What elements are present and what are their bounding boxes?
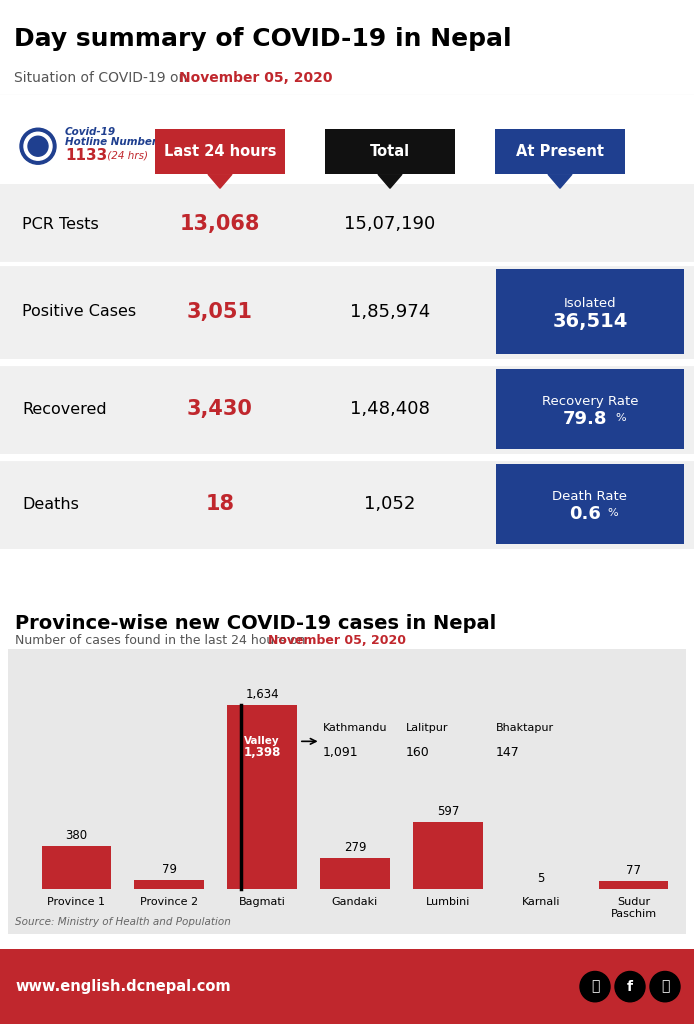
Text: Death Rate: Death Rate [552,489,627,503]
Text: Source: Ministry of Health and Population: Source: Ministry of Health and Populatio… [15,918,231,928]
Text: Province 1: Province 1 [47,897,105,907]
Text: Isolated: Isolated [564,297,616,310]
FancyBboxPatch shape [496,269,684,354]
FancyBboxPatch shape [0,365,694,455]
Text: Province 2: Province 2 [140,897,198,907]
Text: Sudur
Paschim: Sudur Paschim [611,897,657,919]
Text: 279: 279 [344,841,366,854]
Text: Lalitpur: Lalitpur [406,723,448,733]
Text: 18: 18 [205,495,235,514]
FancyBboxPatch shape [0,184,694,264]
Text: Recovery Rate: Recovery Rate [542,394,638,408]
FancyBboxPatch shape [228,705,297,889]
Polygon shape [378,174,402,188]
Circle shape [650,972,680,1001]
Text: Day summary of COVID-19 in Nepal: Day summary of COVID-19 in Nepal [14,27,511,50]
Text: 77: 77 [626,863,641,877]
Text: %: % [607,508,618,518]
Text: 79.8: 79.8 [563,411,607,428]
Text: Hotline Number: Hotline Number [65,137,157,147]
Text: 1,091: 1,091 [323,746,359,760]
FancyBboxPatch shape [599,881,668,889]
Text: 36,514: 36,514 [552,312,627,331]
Text: 147: 147 [496,746,519,760]
FancyBboxPatch shape [325,129,455,174]
Text: 1133: 1133 [65,147,108,163]
Text: %: % [615,414,625,423]
Polygon shape [208,174,232,188]
Polygon shape [548,174,572,188]
Text: At Present: At Present [516,144,604,159]
Text: PCR Tests: PCR Tests [22,217,99,231]
Text: 1,398: 1,398 [244,746,281,760]
Text: November 05, 2020: November 05, 2020 [179,72,332,85]
Text: f: f [627,980,633,993]
Circle shape [28,136,48,157]
Text: Positive Cases: Positive Cases [22,304,136,319]
Text: Recovered: Recovered [22,401,107,417]
Text: 1,634: 1,634 [246,688,279,700]
Text: 1,85,974: 1,85,974 [350,303,430,321]
Text: 5: 5 [537,871,544,885]
FancyBboxPatch shape [495,129,625,174]
FancyBboxPatch shape [496,464,684,544]
Text: Kathmandu: Kathmandu [323,723,387,733]
Text: Bhaktapur: Bhaktapur [496,723,554,733]
Text: 🌐: 🌐 [591,980,599,993]
Text: 3,430: 3,430 [187,399,253,419]
Text: Gandaki: Gandaki [332,897,378,907]
Text: Covid-19: Covid-19 [65,127,116,137]
FancyBboxPatch shape [413,822,483,889]
Text: 380: 380 [65,829,87,843]
FancyBboxPatch shape [0,459,694,549]
FancyBboxPatch shape [496,370,684,450]
Text: Number of cases found in the last 24 hours on: Number of cases found in the last 24 hou… [15,634,310,647]
Text: 3,051: 3,051 [187,302,253,322]
Text: Last 24 hours: Last 24 hours [164,144,276,159]
Circle shape [615,972,645,1001]
FancyBboxPatch shape [0,949,694,1024]
Text: Province-wise new COVID-19 cases in Nepal: Province-wise new COVID-19 cases in Nepa… [15,614,496,633]
Text: Lumbini: Lumbini [425,897,470,907]
FancyBboxPatch shape [42,846,111,889]
Text: 1,052: 1,052 [364,496,416,513]
Circle shape [20,128,56,164]
Text: 79: 79 [162,863,177,877]
FancyBboxPatch shape [135,881,204,889]
Text: Deaths: Deaths [22,497,79,512]
Text: 0.6: 0.6 [569,505,601,523]
Circle shape [24,132,52,160]
Text: November 05, 2020: November 05, 2020 [268,634,406,647]
Text: 13,068: 13,068 [180,214,260,234]
Text: Karnali: Karnali [521,897,560,907]
FancyBboxPatch shape [0,264,694,359]
Text: 160: 160 [406,746,430,760]
Circle shape [580,972,610,1001]
FancyBboxPatch shape [155,129,285,174]
FancyBboxPatch shape [320,858,390,889]
Text: (24 hrs): (24 hrs) [104,151,148,160]
Text: 📞: 📞 [32,137,44,156]
FancyBboxPatch shape [8,649,686,934]
Text: Valley: Valley [244,736,280,746]
Text: www.english.dcnepal.com: www.english.dcnepal.com [15,979,230,994]
Text: 15,07,190: 15,07,190 [344,215,436,233]
Text: 597: 597 [437,805,459,818]
Text: Situation of COVID-19 on: Situation of COVID-19 on [14,72,192,85]
Text: Bagmati: Bagmati [239,897,285,907]
Text: 🐦: 🐦 [661,980,669,993]
Text: 1,48,408: 1,48,408 [350,400,430,418]
Text: Total: Total [370,144,410,159]
